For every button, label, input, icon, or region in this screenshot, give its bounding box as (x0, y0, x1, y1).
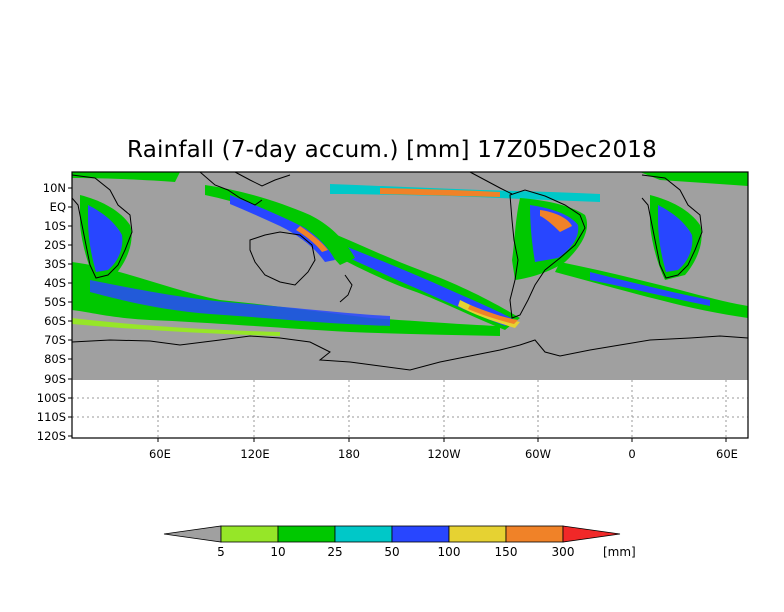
x-tick-label: 120W (427, 447, 460, 461)
y-tick-label: EQ (50, 200, 66, 214)
map-title: Rainfall (7-day accum.) [mm] 17Z05Dec201… (127, 137, 657, 163)
y-tick-label: 80S (44, 352, 66, 366)
colorbar-level-label: 100 (438, 545, 461, 559)
colorbar-level-label: 50 (384, 545, 399, 559)
y-tick-label: 30S (44, 257, 66, 271)
y-tick-label: 100S (37, 391, 66, 405)
y-tick-label: 10N (43, 181, 66, 195)
colorbar-level-label: 5 (217, 545, 225, 559)
y-tick-label: 60S (44, 314, 66, 328)
colorbar-level-label: 25 (327, 545, 342, 559)
x-tick-label: 60E (149, 447, 171, 461)
x-tick-label: 60W (525, 447, 551, 461)
x-tick-label: 180 (338, 447, 360, 461)
plot-frame (71, 171, 749, 439)
colorbar: 5 10 25 50 100 150 300 [mm] (163, 525, 636, 559)
y-tick-label: 20S (44, 238, 66, 252)
x-axis: 60E 120E 180 120W 60W 0 60E (149, 438, 738, 461)
y-tick-label: 50S (44, 295, 66, 309)
x-tick-label: 60E (716, 447, 738, 461)
y-tick-label: 10S (44, 219, 66, 233)
colorbar-units: [mm] (603, 545, 636, 559)
y-tick-label: 90S (44, 372, 66, 386)
y-tick-label: 110S (37, 410, 66, 424)
colorbar-level-label: 10 (270, 545, 285, 559)
colorbar-bin (277, 525, 336, 543)
y-tick-label: 120S (37, 429, 66, 443)
y-axis: 10N EQ 10S 20S 30S 40S 50S 60S 70S 80S 9… (37, 181, 72, 443)
y-tick-label: 70S (44, 333, 66, 347)
colorbar-bin (334, 525, 393, 543)
colorbar-bin (505, 525, 564, 543)
colorbar-bin (448, 525, 507, 543)
coastlines (71, 171, 749, 371)
y-tick-label: 40S (44, 276, 66, 290)
colorbar-over-triangle (562, 525, 621, 543)
colorbar-level-label: 150 (495, 545, 518, 559)
colorbar-under-triangle (163, 525, 222, 543)
colorbar-bin (220, 525, 279, 543)
colorbar-level-label: 300 (552, 545, 575, 559)
x-tick-label: 120E (240, 447, 269, 461)
colorbar-bin (391, 525, 450, 543)
rainfall-field (72, 172, 748, 336)
x-tick-label: 0 (628, 447, 635, 461)
